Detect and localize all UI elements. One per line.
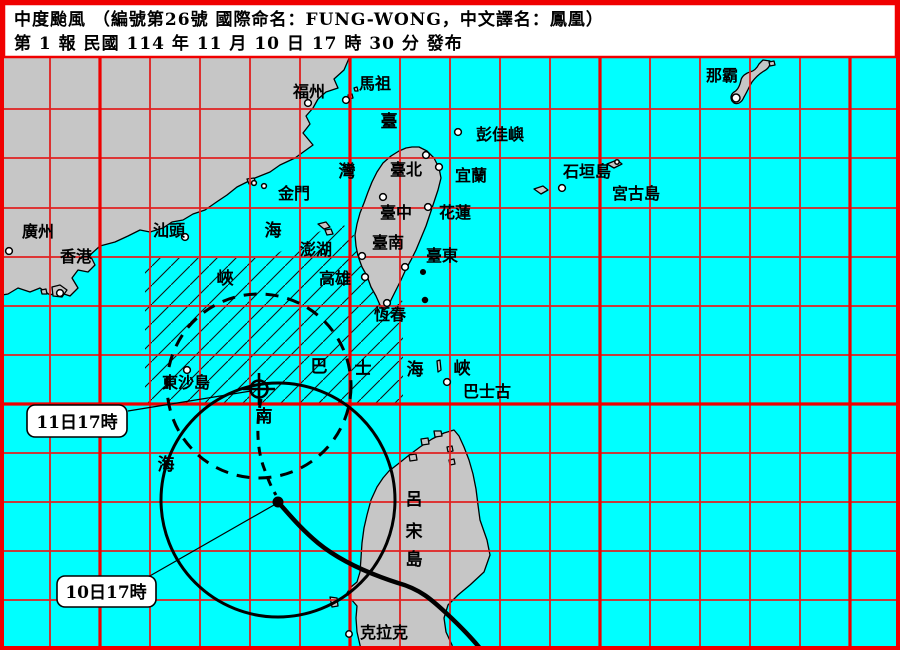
label-miyako: 宮古島	[612, 184, 660, 203]
luzon-island	[346, 429, 491, 646]
label-penghu: 澎湖	[300, 240, 332, 259]
forecast-time-label: 11日17時	[36, 412, 117, 433]
current-time-box	[56, 575, 157, 608]
label-kaohsiung: 高雄	[319, 269, 351, 288]
label-taiwan-strait-3: 海	[265, 220, 282, 241]
label-taiwan-strait-2: 灣	[339, 161, 356, 182]
label-tainan: 臺南	[372, 233, 404, 252]
batan-islet	[436, 359, 442, 373]
marker-tainan	[357, 251, 367, 261]
label-yilan: 宜蘭	[455, 166, 487, 185]
label-taitung: 臺東	[426, 246, 458, 265]
marker-naha	[731, 93, 741, 103]
forecast-track-dashed	[256, 398, 278, 496]
past-track-line	[276, 500, 482, 646]
grid-lines-bold	[4, 58, 896, 646]
label-south-china-sea-1: 南	[256, 406, 273, 427]
marker-hualien	[423, 202, 433, 212]
landmasses	[4, 58, 776, 646]
marker-mazu	[341, 95, 351, 105]
label-hualien: 花蓮	[439, 203, 471, 222]
marker-basco	[442, 377, 452, 387]
penghu-islands	[317, 221, 334, 236]
marker-yilan	[434, 162, 444, 172]
label-kinmen: 金門	[277, 184, 310, 203]
label-luzon-1: 呂	[406, 490, 423, 510]
marker-ishigaki	[557, 183, 567, 193]
label-luzon-3: 島	[406, 549, 423, 570]
header-box	[2, 2, 898, 59]
label-taiwan-strait-4: 峽	[217, 268, 235, 289]
label-bashi-3: 海	[407, 359, 424, 380]
lanyu-dot	[421, 296, 429, 304]
label-clark: 克拉克	[360, 623, 408, 642]
grid-lines-thin	[4, 58, 896, 646]
label-bashi-1: 巴	[311, 357, 328, 377]
ludao-dot	[419, 268, 427, 276]
forecast-time-box	[26, 404, 128, 438]
marker-miyako	[614, 159, 620, 165]
current-time-label: 10日17時	[65, 582, 146, 603]
marker-guangzhou	[4, 246, 14, 256]
marker-taipei	[421, 150, 431, 160]
typhoon-layers	[127, 292, 482, 646]
islet	[40, 288, 48, 295]
marker-kinmen-2	[260, 182, 268, 190]
label-guangzhou: 廣州	[22, 222, 54, 241]
ishigaki-islands	[533, 159, 623, 195]
label-mazu: 馬祖	[359, 74, 391, 93]
marker-shantou	[180, 232, 190, 242]
place-labels: 福州 馬祖 那霸 彭佳嶼 臺北 宜蘭 石垣島 宮古島 金門 廣州 汕頭 香港 臺…	[22, 66, 738, 642]
label-hengchun: 恆春	[373, 305, 407, 324]
current-position-dot	[272, 496, 284, 508]
marker-dongsha	[182, 365, 192, 375]
marker-clark	[345, 630, 353, 638]
forecast-position-symbol	[243, 373, 275, 405]
label-taipei: 臺北	[390, 160, 422, 179]
marker-taichung	[378, 192, 388, 202]
forecast-wind-circle-dashed	[165, 292, 353, 480]
marker-hengchun	[382, 298, 392, 308]
label-hongkong: 香港	[59, 247, 93, 266]
header-title-line1: 中度颱風 （編號第26號 國際命名：FUNG-WONG，中文譯名：鳳凰）	[14, 9, 604, 30]
marker-fuzhou	[303, 98, 313, 108]
header-title-line2: 第 1 報 民國 114 年 11 月 10 日 17 時 30 分 發布	[14, 33, 463, 54]
label-luzon-2: 宋	[405, 521, 423, 542]
label-bashi-4: 峽	[454, 358, 472, 379]
label-basco: 巴士古	[463, 382, 511, 401]
label-ishigaki: 石垣島	[562, 162, 611, 181]
warning-area-hatch	[145, 221, 403, 404]
city-markers	[4, 93, 741, 638]
label-shantou: 汕頭	[153, 221, 186, 240]
callout-leader-current	[147, 504, 275, 578]
marker-kaohsiung	[360, 272, 370, 282]
marker-pengjiayu	[453, 127, 463, 137]
label-naha: 那霸	[706, 66, 738, 85]
label-taiwan-strait-1: 臺	[381, 111, 398, 132]
label-south-china-sea-2: 海	[158, 454, 175, 475]
marker-taitung	[400, 262, 410, 272]
callout-leader-forecast	[127, 390, 252, 412]
header: 中度颱風 （編號第26號 國際命名：FUNG-WONG，中文譯名：鳳凰） 第 1…	[2, 2, 898, 59]
label-dongsha: 東沙島	[162, 373, 210, 392]
label-taichung: 臺中	[380, 203, 412, 222]
taiwan-island	[354, 146, 442, 311]
label-fuzhou: 福州	[292, 82, 325, 101]
ryukyu-islet	[768, 60, 776, 67]
sea-labels: 臺 灣 海 峽 巴 士 海 峽 南 海 呂 宋 島	[158, 111, 472, 570]
marker-hongkong	[55, 288, 65, 298]
label-pengjiayu: 彭佳嶼	[476, 125, 524, 144]
label-bashi-2: 士	[355, 358, 372, 379]
time-callouts: 11日17時 10日17時	[26, 404, 157, 608]
marker-kinmen-1	[250, 179, 258, 187]
current-storm-circle	[159, 381, 397, 619]
